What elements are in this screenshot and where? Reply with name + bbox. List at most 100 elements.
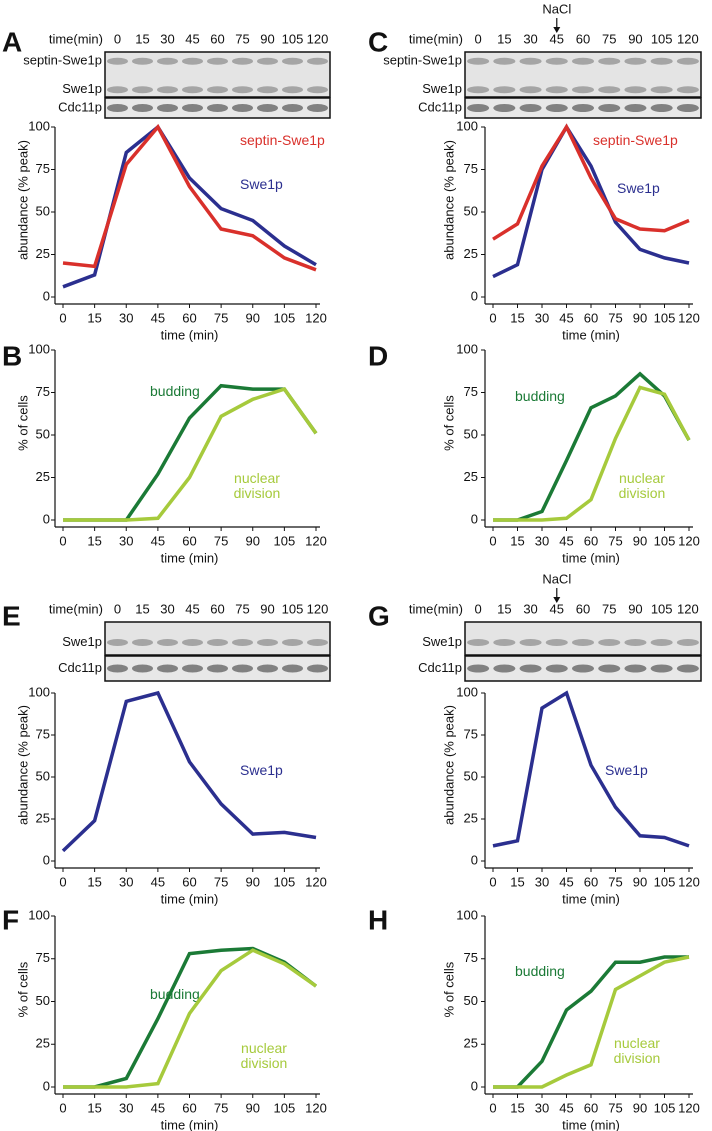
blot-time: 120 (307, 601, 329, 616)
blot-band (545, 664, 568, 673)
blot-band (493, 664, 516, 673)
blot-time: 45 (185, 601, 199, 616)
y-axis-label: % of cells (15, 395, 30, 451)
y-tick-label: 100 (456, 684, 478, 699)
blot-time: 120 (677, 601, 699, 616)
blot-band (207, 86, 228, 94)
x-tick-label: 120 (305, 874, 327, 889)
x-tick-label: 0 (59, 874, 66, 889)
series-label-box: Swe1p (605, 763, 648, 778)
series-line (493, 955, 690, 1089)
x-tick-label: 15 (87, 533, 101, 548)
x-tick-label: 120 (678, 310, 700, 325)
blot-band (650, 57, 673, 65)
y-tick-label: 75 (464, 384, 478, 399)
x-tick-label: 90 (633, 533, 647, 548)
y-tick-label: 100 (456, 118, 478, 133)
blot-band (257, 57, 278, 65)
series-label: nuclear division (233, 471, 281, 501)
y-tick-label: 75 (36, 384, 50, 399)
blot-band (676, 639, 699, 646)
y-tick-label: 0 (43, 1078, 50, 1093)
blot-band (467, 639, 490, 646)
x-tick-label: 90 (246, 310, 260, 325)
y-axis-label: % of cells (441, 961, 456, 1017)
x-tick-label: 45 (151, 1100, 165, 1115)
x-tick-label: 0 (489, 310, 496, 325)
blot-time: 90 (628, 601, 642, 616)
series-line (492, 123, 690, 241)
x-tick-label: 60 (182, 1100, 196, 1115)
x-tick-label: 105 (274, 310, 296, 325)
blot-time: 45 (550, 31, 564, 46)
x-axis-label: time (min) (562, 327, 620, 342)
blot-time: 0 (474, 31, 481, 46)
blot-time: 90 (260, 31, 274, 46)
x-tick-label: 15 (87, 874, 101, 889)
y-tick-label: 0 (471, 1078, 478, 1093)
blot-band (182, 639, 203, 646)
blot-time: 0 (474, 601, 481, 616)
series-label-box: nuclear division (614, 1036, 661, 1066)
y-axis-label: % of cells (15, 961, 30, 1017)
blot-band (545, 57, 568, 65)
panel-letter: C (368, 26, 388, 57)
blot-band (207, 664, 228, 673)
x-tick-label: 75 (608, 533, 622, 548)
blot-time: 30 (160, 31, 174, 46)
x-axis-label: time (min) (161, 1117, 219, 1131)
blot-band (207, 57, 228, 65)
blot-band (598, 57, 621, 65)
y-axis-label: abundance (% peak) (441, 705, 456, 825)
series-label: nuclear division (240, 1041, 288, 1071)
blot-band (624, 639, 647, 646)
blot-band (282, 57, 303, 65)
blot-band (307, 664, 328, 673)
blot-band (676, 664, 699, 673)
x-tick-label: 105 (274, 874, 296, 889)
blot-band (257, 639, 278, 646)
x-tick-label: 15 (87, 310, 101, 325)
blot-band (571, 86, 595, 94)
y-tick-label: 25 (36, 810, 50, 825)
blot-time: 15 (135, 31, 149, 46)
blot-band (182, 86, 203, 94)
y-axis-label: % of cells (441, 395, 456, 451)
y-tick-label: 0 (43, 288, 50, 303)
blot-time: 75 (235, 601, 249, 616)
blot-band (650, 104, 673, 112)
blot-band (232, 664, 253, 673)
y-tick-label: 75 (464, 950, 478, 965)
blot-band (132, 57, 153, 65)
series-line (493, 371, 691, 522)
x-tick-label: 30 (535, 1100, 549, 1115)
series-label: Swe1p (605, 763, 648, 778)
y-tick-label: 75 (464, 161, 478, 176)
blot-band (182, 57, 203, 65)
y-tick-label: 50 (36, 203, 50, 218)
blot-time: 120 (307, 31, 329, 46)
blot-band (493, 639, 516, 646)
y-tick-label: 25 (464, 810, 478, 825)
blot-row-label: Swe1p (422, 81, 462, 96)
x-tick-label: 45 (559, 1100, 573, 1115)
blot-band (232, 86, 253, 94)
series-label-box: Swe1p (617, 181, 660, 196)
blot-row-label: Swe1p (422, 634, 462, 649)
blot-time: 15 (135, 601, 149, 616)
x-tick-label: 90 (633, 310, 647, 325)
x-tick-label: 0 (489, 1100, 496, 1115)
x-tick-label: 60 (182, 533, 196, 548)
x-axis-label: time (min) (161, 550, 219, 565)
blot-band (571, 639, 595, 646)
blot-band (676, 86, 699, 94)
series-label-box: budding (515, 389, 565, 404)
annotation: NaCl (542, 1, 571, 16)
annotation-arrowhead (553, 597, 561, 603)
blot-band (182, 104, 203, 112)
series-label: Swe1p (240, 763, 283, 778)
y-tick-label: 100 (28, 341, 50, 356)
blot-band (157, 57, 178, 65)
y-tick-label: 100 (456, 341, 478, 356)
blot-band (571, 57, 595, 65)
